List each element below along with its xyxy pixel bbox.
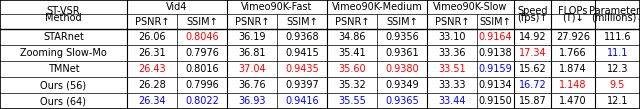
Text: (millions)↓: (millions)↓ bbox=[591, 13, 640, 23]
Text: Parameters: Parameters bbox=[589, 6, 640, 16]
Text: 33.51: 33.51 bbox=[438, 64, 466, 74]
Text: 35.41: 35.41 bbox=[338, 48, 366, 58]
Text: 15.62: 15.62 bbox=[518, 64, 547, 74]
Text: 26.34: 26.34 bbox=[138, 96, 166, 106]
Text: 27.926: 27.926 bbox=[556, 32, 590, 42]
Text: 12.3: 12.3 bbox=[607, 64, 628, 74]
Text: Ours (56): Ours (56) bbox=[40, 80, 86, 90]
Text: 0.8022: 0.8022 bbox=[185, 96, 219, 106]
Text: 0.9150: 0.9150 bbox=[479, 96, 513, 106]
Text: 0.9361: 0.9361 bbox=[385, 48, 419, 58]
Text: 34.86: 34.86 bbox=[339, 32, 365, 42]
Text: 26.43: 26.43 bbox=[138, 64, 166, 74]
Text: 17.34: 17.34 bbox=[518, 48, 547, 58]
Text: 0.9435: 0.9435 bbox=[285, 64, 319, 74]
Text: PSNR↑: PSNR↑ bbox=[135, 17, 169, 27]
Text: 35.55: 35.55 bbox=[338, 96, 366, 106]
Text: Vimeo90K-Fast: Vimeo90K-Fast bbox=[241, 2, 313, 12]
Text: PSNR↑: PSNR↑ bbox=[335, 17, 369, 27]
Text: TMNet: TMNet bbox=[48, 64, 79, 74]
Text: 0.8046: 0.8046 bbox=[185, 32, 219, 42]
Text: 0.9368: 0.9368 bbox=[285, 32, 319, 42]
Text: 15.87: 15.87 bbox=[518, 96, 547, 106]
Text: 26.31: 26.31 bbox=[138, 48, 166, 58]
Text: Vid4: Vid4 bbox=[166, 2, 188, 12]
Text: 1.148: 1.148 bbox=[559, 80, 587, 90]
Text: 0.9159: 0.9159 bbox=[479, 64, 513, 74]
Text: 0.9365: 0.9365 bbox=[385, 96, 419, 106]
Text: 111.6: 111.6 bbox=[604, 32, 631, 42]
Text: 35.60: 35.60 bbox=[338, 64, 366, 74]
Text: 16.72: 16.72 bbox=[518, 80, 547, 90]
Text: 0.9138: 0.9138 bbox=[479, 48, 512, 58]
Text: 0.8016: 0.8016 bbox=[185, 64, 219, 74]
Text: (T)↓: (T)↓ bbox=[562, 13, 584, 23]
Text: 0.9416: 0.9416 bbox=[285, 96, 319, 106]
Text: 9.5: 9.5 bbox=[610, 80, 625, 90]
Text: PSNR↑: PSNR↑ bbox=[435, 17, 469, 27]
Text: 36.93: 36.93 bbox=[238, 96, 266, 106]
Text: Speed: Speed bbox=[517, 6, 548, 16]
Text: 11.1: 11.1 bbox=[607, 48, 628, 58]
Text: 33.36: 33.36 bbox=[438, 48, 466, 58]
Text: SSIM↑: SSIM↑ bbox=[479, 17, 511, 27]
Text: Ours (64): Ours (64) bbox=[40, 96, 86, 106]
Text: 0.7976: 0.7976 bbox=[185, 48, 219, 58]
Text: 0.9134: 0.9134 bbox=[479, 80, 512, 90]
Text: PSNR↑: PSNR↑ bbox=[235, 17, 269, 27]
Text: 26.28: 26.28 bbox=[138, 80, 166, 90]
Text: 14.92: 14.92 bbox=[518, 32, 547, 42]
Text: 36.76: 36.76 bbox=[238, 80, 266, 90]
Text: 1.766: 1.766 bbox=[559, 48, 587, 58]
Text: 0.9164: 0.9164 bbox=[479, 32, 512, 42]
Text: 0.9380: 0.9380 bbox=[385, 64, 419, 74]
Text: 33.33: 33.33 bbox=[438, 80, 466, 90]
Text: 12.1: 12.1 bbox=[607, 96, 628, 106]
Text: 33.44: 33.44 bbox=[438, 96, 466, 106]
Text: 1.874: 1.874 bbox=[559, 64, 587, 74]
Text: FLOPs: FLOPs bbox=[558, 6, 588, 16]
Text: 0.9349: 0.9349 bbox=[385, 80, 419, 90]
Text: 35.32: 35.32 bbox=[338, 80, 366, 90]
Text: SSIM↑: SSIM↑ bbox=[186, 17, 218, 27]
Text: Method: Method bbox=[45, 13, 82, 23]
Text: 0.9415: 0.9415 bbox=[285, 48, 319, 58]
Text: Vimeo90K-Medium: Vimeo90K-Medium bbox=[332, 2, 422, 12]
Text: SSIM↑: SSIM↑ bbox=[386, 17, 418, 27]
Text: Zooming Slow-Mo: Zooming Slow-Mo bbox=[20, 48, 107, 58]
Text: 37.04: 37.04 bbox=[238, 64, 266, 74]
Text: Vimeo90K-Slow: Vimeo90K-Slow bbox=[433, 2, 508, 12]
Text: 36.81: 36.81 bbox=[238, 48, 266, 58]
Text: 26.06: 26.06 bbox=[138, 32, 166, 42]
Text: 0.7996: 0.7996 bbox=[185, 80, 219, 90]
Text: SSIM↑: SSIM↑ bbox=[286, 17, 318, 27]
Text: ST-VSR: ST-VSR bbox=[47, 6, 80, 16]
Text: 0.9397: 0.9397 bbox=[285, 80, 319, 90]
Text: (fps)↑: (fps)↑ bbox=[517, 13, 548, 23]
Text: 0.9356: 0.9356 bbox=[385, 32, 419, 42]
Text: 36.19: 36.19 bbox=[238, 32, 266, 42]
Text: 33.10: 33.10 bbox=[438, 32, 466, 42]
Text: STARnet: STARnet bbox=[43, 32, 84, 42]
Text: 1.470: 1.470 bbox=[559, 96, 587, 106]
